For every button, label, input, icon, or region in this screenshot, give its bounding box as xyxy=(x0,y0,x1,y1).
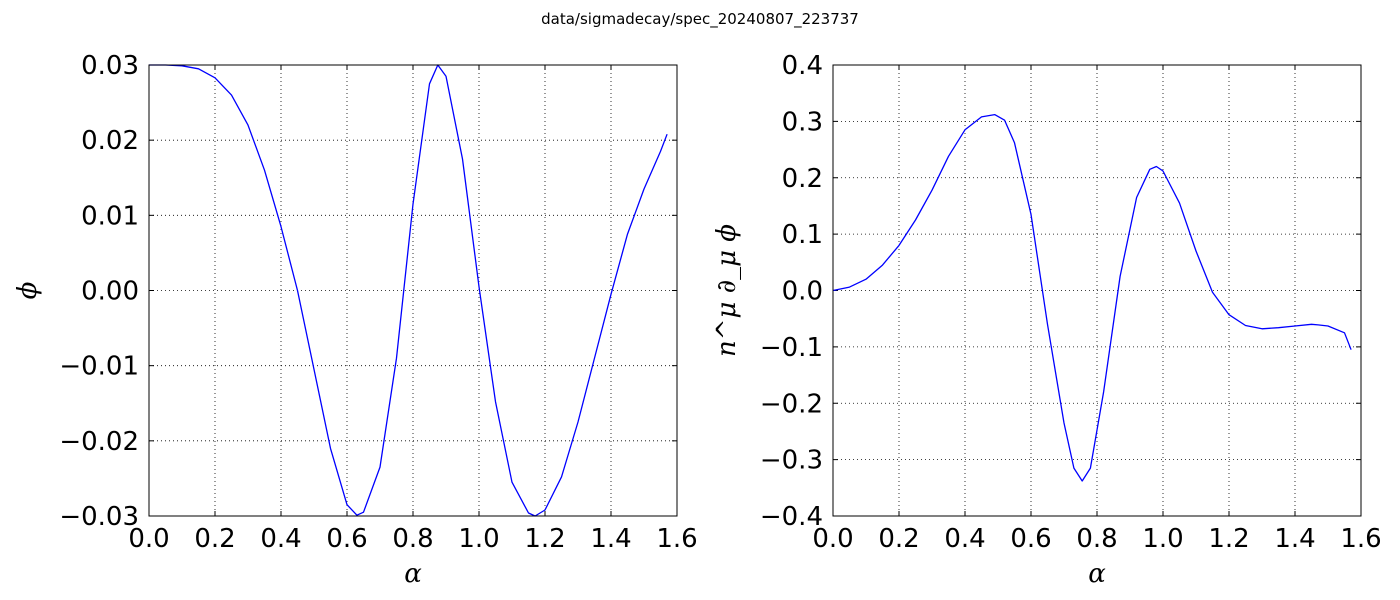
series-line-1 xyxy=(149,64,668,517)
x-tick-label: 0.4 xyxy=(260,524,301,554)
x-tick-label: 1.6 xyxy=(1340,524,1381,554)
x-tick-label: 1.4 xyxy=(590,524,631,554)
plot-frame xyxy=(148,64,678,517)
y-tick-label: 0.3 xyxy=(782,107,823,137)
x-tick-label: 0.0 xyxy=(812,524,853,554)
series-line-1 xyxy=(832,113,1352,482)
chart-panel-2: 0.0 0.2 0.4 0.6 0.8 1.0 1.2 1.4 1.6 −0.4 −0.3 −0.2 −… xyxy=(712,51,1382,589)
figure-title: data/sigmadecay/spec_20240807_223737 xyxy=(541,10,859,28)
y-tick-label: 0.01 xyxy=(81,201,139,231)
y-tick-label: −0.3 xyxy=(760,446,823,476)
x-tick-label: 0.6 xyxy=(1010,524,1051,554)
y-tick-label: 0.2 xyxy=(782,164,823,194)
y-tick-label: 0.00 xyxy=(81,277,139,307)
y-tick-label: 0.02 xyxy=(81,126,139,156)
x-tick-label: 0.2 xyxy=(194,524,235,554)
y-axis-label: ϕ xyxy=(13,281,43,299)
x-tick-label: 1.2 xyxy=(1208,524,1249,554)
y-tick-label: −0.02 xyxy=(59,427,139,457)
x-tick-label: 1.6 xyxy=(656,524,697,554)
x-tick-label: 0.6 xyxy=(326,524,367,554)
y-tick-label: −0.4 xyxy=(760,502,823,532)
x-axis-label: α xyxy=(1088,559,1106,589)
x-tick-label: 0.4 xyxy=(944,524,985,554)
y-tick-label: 0.0 xyxy=(782,277,823,307)
x-tick-label: 1.2 xyxy=(524,524,565,554)
y-tick-label: 0.03 xyxy=(81,51,139,81)
plot-frame xyxy=(832,64,1362,517)
x-tick-label: 0.8 xyxy=(392,524,433,554)
x-tick-label: 0.0 xyxy=(128,524,169,554)
chart-panel-1: 0.0 0.2 0.4 0.6 0.8 1.0 1.2 1.4 1.6 −0.03 −0.02 −0.… xyxy=(13,51,698,589)
x-tick-label: 1.4 xyxy=(1274,524,1315,554)
y-tick-label: −0.1 xyxy=(760,333,823,363)
y-axis-label: n^μ ∂_μ ϕ xyxy=(712,224,742,357)
y-tick-label: 0.1 xyxy=(782,220,823,250)
y-tick-label: −0.2 xyxy=(760,389,823,419)
y-tick-label: −0.03 xyxy=(59,502,139,532)
x-tick-label: 0.8 xyxy=(1076,524,1117,554)
y-tick-label: −0.01 xyxy=(59,352,139,382)
y-tick-label: 0.4 xyxy=(782,51,823,81)
x-tick-label: 1.0 xyxy=(1142,524,1183,554)
x-axis-label: α xyxy=(404,559,422,589)
x-tick-label: 1.0 xyxy=(458,524,499,554)
x-tick-label: 0.2 xyxy=(878,524,919,554)
